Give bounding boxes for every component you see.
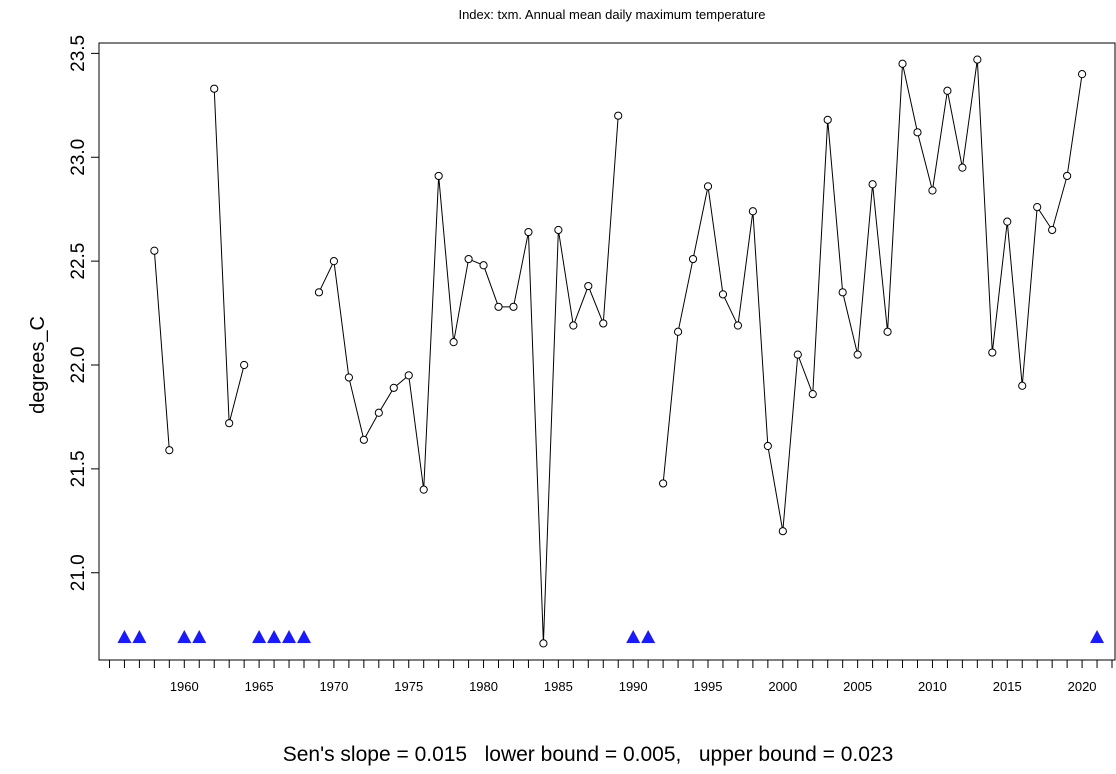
data-point — [883, 327, 892, 336]
data-point — [569, 321, 578, 330]
plot-area-frame — [98, 42, 1116, 661]
series-line-segment — [318, 115, 619, 644]
data-point — [344, 373, 353, 382]
data-point — [584, 281, 593, 291]
y-axis-label: degrees_C — [27, 316, 49, 414]
data-point — [898, 59, 907, 68]
missing-year-marker — [626, 630, 641, 643]
data-point — [165, 446, 174, 455]
x-tick-label: 1990 — [619, 679, 648, 694]
data-point — [718, 290, 728, 299]
x-tick-label: 1965 — [245, 679, 274, 694]
missing-year-marker — [132, 630, 147, 643]
data-point — [1003, 217, 1012, 226]
data-point — [1033, 203, 1042, 212]
data-point — [958, 163, 967, 172]
series-line-segment — [213, 88, 245, 424]
y-tick-label: 22.0 — [68, 347, 89, 384]
data-point — [479, 261, 488, 270]
series-points — [150, 55, 1087, 648]
data-point — [614, 111, 623, 120]
x-tick-label: 2010 — [918, 679, 947, 694]
data-point — [748, 207, 757, 216]
data-point — [539, 639, 548, 648]
data-point — [659, 479, 668, 488]
y-tick-label: 22.5 — [68, 243, 89, 280]
data-point — [374, 408, 383, 417]
missing-year-marker — [282, 630, 297, 643]
y-axis: 21.0 21.5 22.0 22.5 23.0 23.5 — [68, 35, 100, 591]
data-point — [524, 227, 533, 237]
missing-year-marker — [117, 630, 132, 643]
data-point — [240, 360, 249, 370]
missing-year-marker — [267, 630, 282, 643]
data-point — [554, 225, 563, 235]
data-point — [599, 319, 608, 328]
data-point — [928, 186, 937, 195]
data-point — [673, 327, 683, 336]
data-point — [210, 84, 219, 93]
data-point — [703, 182, 713, 191]
x-tick-label: 2000 — [768, 679, 797, 694]
data-point — [823, 115, 832, 124]
data-point — [763, 441, 772, 451]
x-tick-label: 2015 — [993, 679, 1022, 694]
data-point — [868, 180, 877, 189]
missing-year-marker — [641, 630, 656, 643]
data-point — [509, 302, 518, 311]
x-tick-label: 2020 — [1068, 679, 1097, 694]
data-point — [449, 338, 458, 347]
data-point — [1048, 225, 1057, 235]
data-point — [1018, 381, 1027, 390]
x-axis: 1960 1965 1970 1975 1980 1985 1990 1995 2000 2005… — [108, 659, 1113, 694]
x-tick-label: 1960 — [170, 679, 199, 694]
missing-year-markers — [117, 630, 1105, 643]
missing-year-marker — [296, 630, 311, 643]
series-lines — [153, 59, 1083, 644]
x-tick-label: 1970 — [319, 679, 348, 694]
data-point — [1063, 171, 1072, 181]
data-point — [329, 257, 339, 266]
data-point — [853, 350, 862, 359]
x-tick-label: 1985 — [544, 679, 573, 694]
y-tick-label: 23.0 — [68, 139, 89, 176]
y-tick-label: 21.5 — [68, 450, 89, 487]
data-point — [464, 254, 473, 264]
data-point — [389, 383, 398, 392]
y-tick-label: 23.5 — [68, 35, 89, 72]
sens-slope-caption: Sen's slope = 0.015 lower bound = 0.005,… — [283, 743, 894, 766]
missing-year-marker — [192, 630, 207, 643]
x-tick-label: 2005 — [843, 679, 872, 694]
missing-year-marker — [1090, 630, 1105, 643]
data-point — [150, 246, 159, 255]
chart-title: Index: txm. Annual mean daily maximum te… — [458, 7, 765, 22]
y-tick-label: 21.0 — [68, 554, 89, 591]
data-point — [973, 55, 982, 64]
series-line-segment — [153, 250, 170, 451]
data-point — [434, 171, 443, 181]
data-point — [793, 350, 802, 359]
data-point — [314, 288, 324, 297]
data-point — [808, 389, 817, 399]
data-point — [404, 371, 413, 380]
data-point — [419, 485, 428, 494]
data-point — [988, 348, 997, 357]
data-point — [688, 254, 698, 264]
data-point — [359, 435, 368, 444]
x-tick-label: 1980 — [469, 679, 498, 694]
data-point — [225, 419, 234, 428]
data-point — [838, 288, 847, 297]
data-point — [943, 86, 952, 95]
data-point — [1077, 70, 1087, 79]
missing-year-marker — [252, 630, 267, 643]
x-tick-label: 1975 — [394, 679, 423, 694]
data-point — [913, 128, 922, 137]
data-point — [733, 321, 743, 330]
data-point — [494, 302, 503, 311]
x-tick-label: 1995 — [694, 679, 723, 694]
missing-year-marker — [177, 630, 192, 643]
data-point — [778, 527, 787, 536]
